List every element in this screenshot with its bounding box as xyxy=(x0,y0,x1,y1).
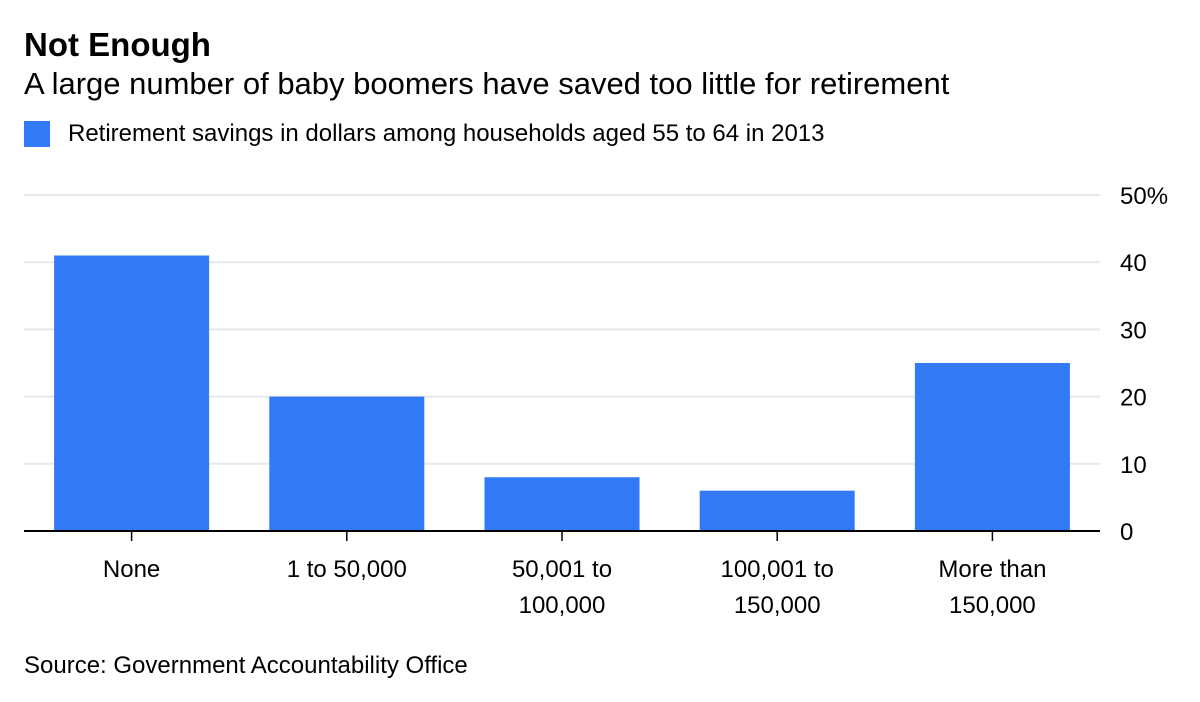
y-tick-label: 10 xyxy=(1120,452,1147,479)
bar xyxy=(914,363,1070,531)
x-axis xyxy=(24,530,1100,541)
y-tick-label: 50% xyxy=(1120,183,1168,210)
x-category-label: 150,000 xyxy=(949,592,1036,619)
x-category-label: None xyxy=(103,556,160,583)
x-category-label: 100,001 to xyxy=(720,556,833,583)
x-category-label: 100,000 xyxy=(519,592,606,619)
x-category-label: 150,000 xyxy=(734,592,821,619)
legend: Retirement savings in dollars among hous… xyxy=(24,120,825,148)
bar xyxy=(699,490,855,531)
x-category-label: 50,001 to xyxy=(512,556,612,583)
source-note: Source: Government Accountability Office xyxy=(24,652,468,679)
x-category-label: More than xyxy=(938,556,1046,583)
bar xyxy=(54,255,210,532)
bar xyxy=(484,477,640,531)
chart-title: Not Enough xyxy=(24,26,211,63)
y-axis-ticks: 0 10 20 30 40 50% xyxy=(1120,183,1168,546)
y-tick-label: 20 xyxy=(1120,385,1147,412)
bars xyxy=(54,255,1070,532)
y-tick-label: 40 xyxy=(1120,250,1147,277)
legend-label: Retirement savings in dollars among hous… xyxy=(68,120,825,147)
x-axis-categories: None 1 to 50,000 50,001 to 100,000 100,001 t… xyxy=(103,556,1047,619)
legend-swatch xyxy=(24,121,50,147)
x-category-label: 1 to 50,000 xyxy=(287,556,407,583)
bar xyxy=(269,396,425,531)
chart-subtitle: A large number of baby boomers have save… xyxy=(24,66,950,101)
y-tick-label: 0 xyxy=(1120,519,1133,546)
y-tick-label: 30 xyxy=(1120,317,1147,344)
